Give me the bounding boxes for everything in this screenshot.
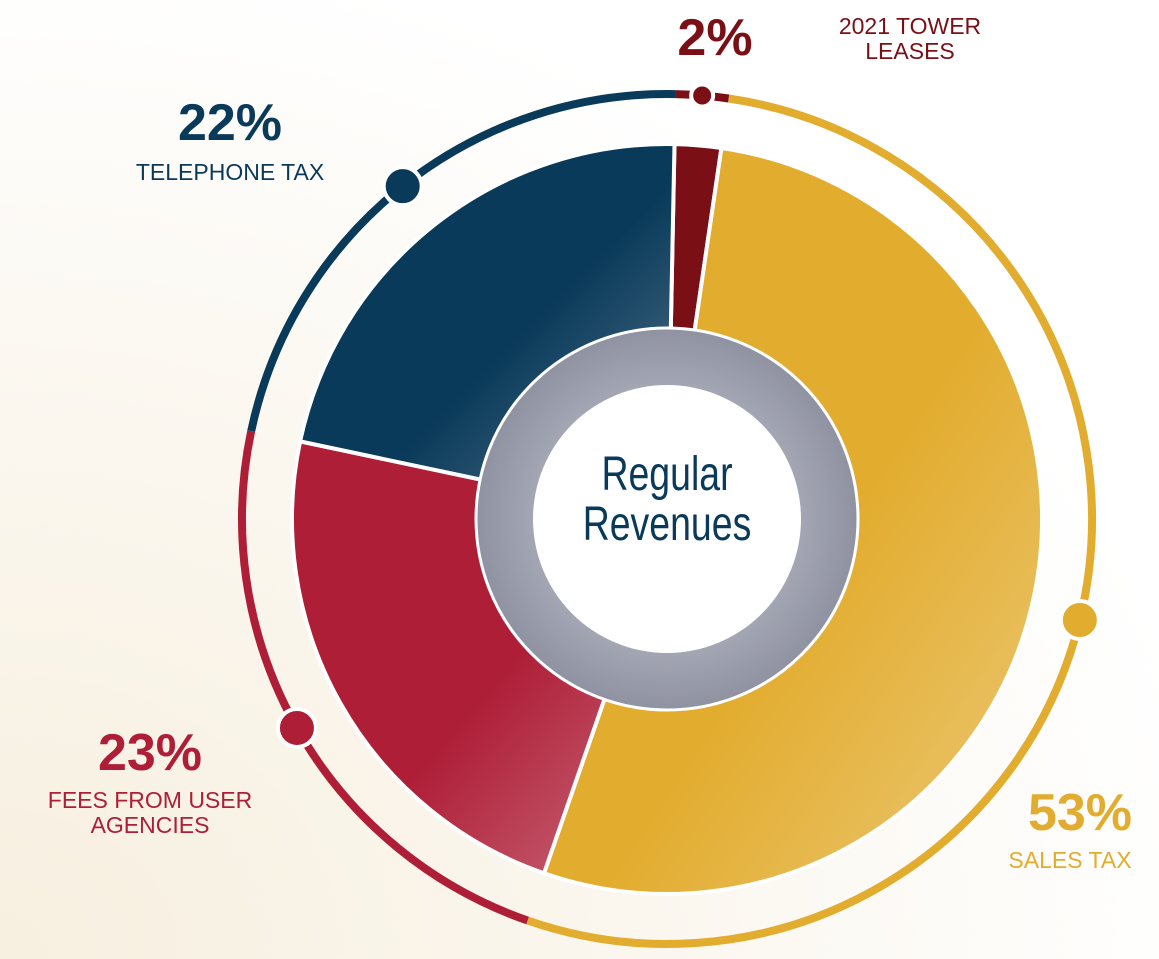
- category-label: TELEPHONE TAX: [135, 159, 325, 185]
- category-label: FEES FROM USER AGENCIES: [47, 787, 253, 839]
- value-label: 22%: [177, 94, 283, 152]
- marker-dot: [1058, 598, 1101, 641]
- center-label: Regular Revenues: [582, 448, 752, 552]
- value-label: 53%: [1027, 784, 1133, 842]
- marker-dot: [381, 165, 424, 208]
- category-label: 2021 TOWER LEASES: [838, 13, 982, 65]
- marker-dot: [275, 706, 318, 749]
- marker-dot: [689, 82, 716, 109]
- value-label: 23%: [97, 724, 203, 782]
- value-label: 2%: [677, 9, 753, 67]
- center-hole: [533, 385, 801, 653]
- category-label: SALES TAX: [1008, 847, 1132, 873]
